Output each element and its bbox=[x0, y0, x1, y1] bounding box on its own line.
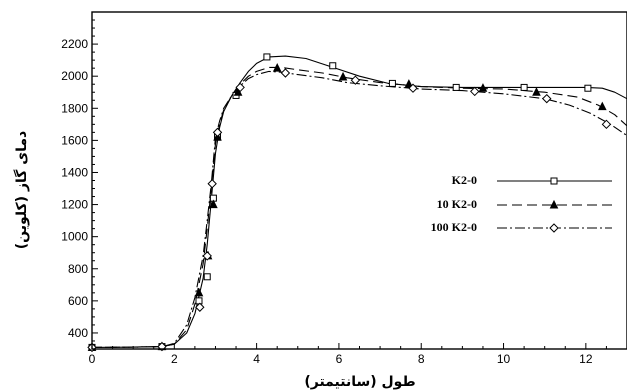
series-2-marker bbox=[209, 199, 218, 209]
series-2-marker bbox=[404, 79, 414, 88]
marker-layer bbox=[87, 53, 612, 353]
x-axis-title: طول (سانتیمتر) bbox=[304, 374, 415, 390]
series-1-marker bbox=[584, 84, 592, 92]
y-tick-label: 800 bbox=[68, 262, 88, 276]
series-2-marker bbox=[272, 63, 282, 72]
series-line-3 bbox=[91, 70, 627, 348]
series-3-marker bbox=[235, 82, 245, 93]
x-tick-label: 10 bbox=[497, 352, 511, 366]
series-3-marker bbox=[202, 251, 212, 261]
series-2-marker bbox=[532, 87, 541, 96]
series-3-marker bbox=[408, 83, 418, 93]
series-3-marker bbox=[212, 127, 223, 138]
series-line-1 bbox=[91, 55, 627, 348]
y-tick-labels: 400 600 800 1000 1200 1400 1600 1800 2000 2200 bbox=[61, 37, 88, 340]
x-tick-label: 6 bbox=[336, 352, 343, 366]
legend-label-series-1: K2-0 bbox=[452, 173, 477, 187]
series-3-marker bbox=[470, 86, 480, 97]
series-3-marker bbox=[542, 93, 552, 104]
axis-ticks bbox=[91, 19, 627, 350]
series-2-marker bbox=[338, 71, 348, 81]
series-3-marker bbox=[280, 68, 291, 78]
y-tick-label: 400 bbox=[68, 326, 88, 340]
legend-label-series-2: 10 K2-0 bbox=[437, 197, 477, 211]
x-tick-label: 12 bbox=[579, 352, 593, 366]
x-tick-label: 0 bbox=[89, 352, 96, 366]
legend-marker-series-2 bbox=[549, 199, 559, 209]
series-layer bbox=[91, 55, 627, 348]
series-1-marker bbox=[203, 273, 211, 281]
series-2-marker bbox=[194, 287, 204, 297]
y-axis-title: دمای گاز (کلوین) bbox=[13, 131, 30, 249]
x-tick-labels: 0 2 4 6 8 10 12 bbox=[89, 352, 593, 366]
series-1-marker bbox=[195, 297, 203, 305]
legend-label-series-3: 100 K2-0 bbox=[431, 220, 477, 234]
legend-marker-series-1 bbox=[550, 177, 558, 185]
series-1-marker bbox=[388, 79, 396, 87]
y-tick-label: 2000 bbox=[61, 69, 88, 83]
series-2-marker bbox=[478, 83, 488, 92]
x-tick-label: 4 bbox=[253, 352, 260, 366]
y-tick-label: 600 bbox=[68, 294, 88, 308]
series-1-marker bbox=[520, 83, 528, 91]
plot-frame bbox=[91, 11, 627, 350]
y-tick-label: 1000 bbox=[61, 230, 88, 244]
y-tick-label: 1200 bbox=[61, 198, 88, 212]
x-tick-label: 8 bbox=[418, 352, 425, 366]
x-tick-label: 2 bbox=[171, 352, 178, 366]
y-tick-label: 2200 bbox=[61, 37, 88, 51]
series-3-marker bbox=[350, 75, 361, 85]
series-3-marker bbox=[601, 119, 612, 130]
series-line-2 bbox=[91, 66, 627, 348]
series-2-marker bbox=[597, 101, 607, 111]
series-3-marker bbox=[195, 302, 205, 312]
y-tick-label: 1800 bbox=[61, 101, 88, 115]
y-tick-label: 1400 bbox=[61, 165, 88, 179]
series-1-marker bbox=[263, 53, 271, 61]
legend-marker-series-3 bbox=[549, 223, 559, 233]
series-1-marker bbox=[329, 62, 337, 70]
series-3-marker bbox=[207, 179, 217, 189]
y-tick-label: 1600 bbox=[61, 133, 88, 147]
series-1-marker bbox=[452, 83, 460, 91]
legend: K2-0 10 K2-0 100 K2-0 bbox=[431, 173, 612, 234]
